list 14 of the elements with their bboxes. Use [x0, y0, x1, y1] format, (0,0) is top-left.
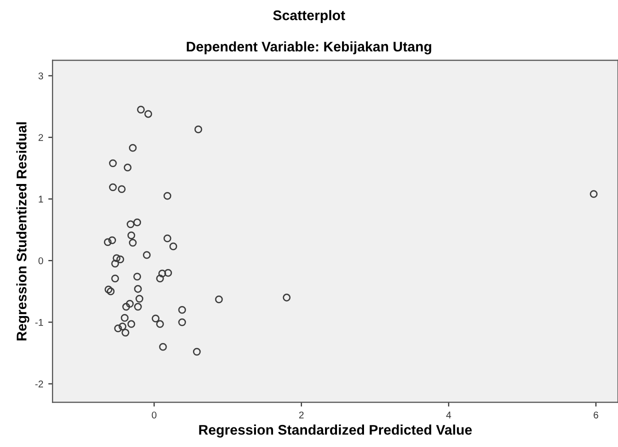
chart-title: Scatterplot: [273, 10, 346, 23]
x-tick-label: 2: [299, 412, 304, 418]
y-tick-label: -1: [35, 319, 44, 326]
x-tick-label: 4: [446, 412, 452, 418]
x-tick-label: 0: [152, 412, 156, 418]
y-tick-label: 3: [38, 72, 44, 80]
x-tick-label: 6: [594, 412, 598, 418]
y-axis-title: Regression Studentized Residual: [16, 122, 30, 340]
y-tick-label: 0: [38, 257, 44, 264]
x-axis-title: Regression Standardized Predicted Value: [199, 424, 472, 438]
chart-subtitle: Dependent Variable: Kebijakan Utang: [186, 41, 432, 54]
y-tick-label: 1: [38, 196, 44, 202]
y-tick-label: 2: [38, 134, 44, 141]
y-tick-label: -2: [35, 380, 44, 388]
